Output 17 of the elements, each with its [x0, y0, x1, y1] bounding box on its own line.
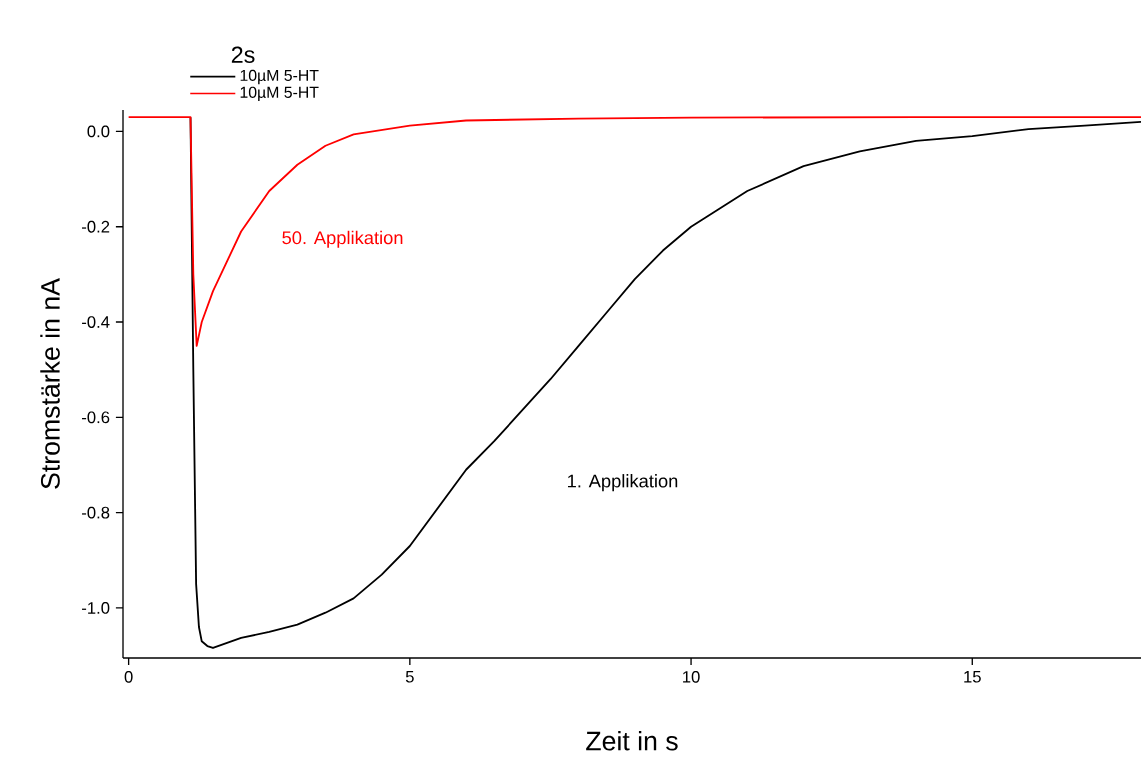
x-tick-label: 5: [405, 670, 414, 683]
legend-label: 10µM 5-HT: [240, 86, 319, 102]
x-axis-title: Zeit in s: [586, 730, 678, 751]
x-tick-label: 0: [124, 670, 133, 683]
x-tick-label: 15: [964, 670, 981, 683]
text: 2s: [231, 46, 255, 64]
y-tick-label: -0.2: [82, 220, 110, 233]
legend-label: 10µM 5-HT: [240, 69, 319, 85]
y-tick-label: -1.0: [82, 602, 110, 614]
y-tick-label: -0.6: [82, 411, 110, 424]
annotation: 50. Applikation: [282, 230, 403, 248]
y-tick-label: -0.4: [82, 316, 110, 328]
annotation: 1. Applikation: [568, 474, 678, 492]
y-axis-title: Stromstärke in nA: [40, 278, 60, 489]
y-tick-label: -0.8: [82, 506, 110, 519]
x-tick-label: 10: [683, 670, 700, 683]
y-tick-label: 0.0: [87, 125, 110, 138]
